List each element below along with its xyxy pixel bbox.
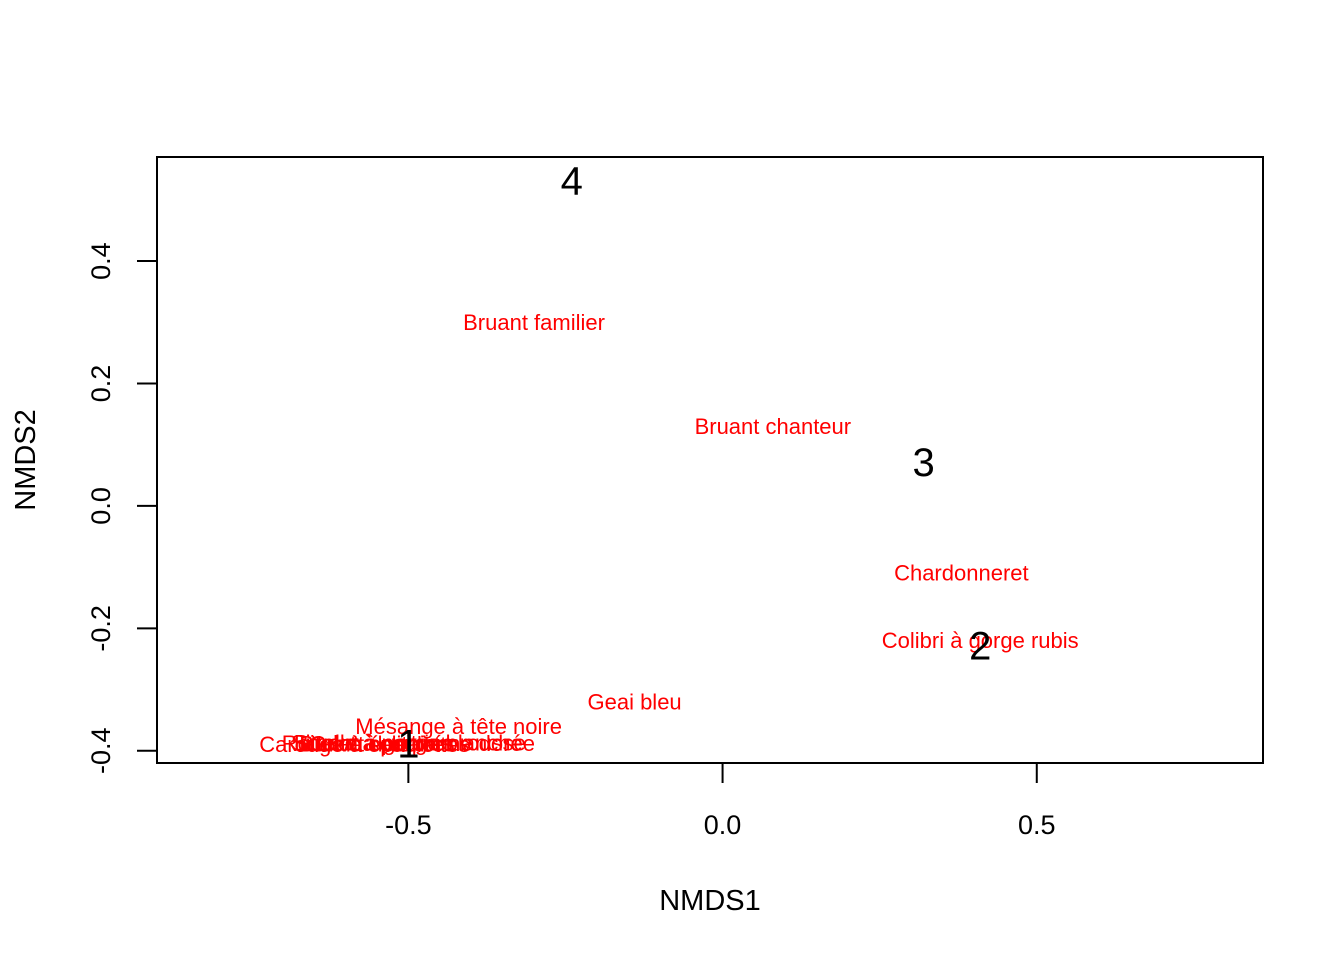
species-point-label: Chardonneret <box>894 561 1029 586</box>
species-point-label: Bruant chanteur <box>695 414 852 439</box>
x-axis-title: NMDS1 <box>659 885 761 917</box>
site-point-label: 4 <box>561 159 583 203</box>
y-tick-label: 0.2 <box>86 365 116 403</box>
y-axis-title: NMDS2 <box>10 409 42 511</box>
plot-box <box>156 156 1264 764</box>
species-point-label: Bruant familier <box>463 310 605 335</box>
x-tick-label: -0.5 <box>385 810 432 840</box>
species-point-label: Sittelle à poitrine rousse <box>291 730 526 755</box>
y-tick-label: 0.0 <box>86 487 116 525</box>
y-axis: -0.4 -0.2 0.0 0.2 0.4 <box>86 242 158 774</box>
site-labels: 1 2 3 4 <box>397 159 991 766</box>
y-tick-label: -0.2 <box>86 605 116 652</box>
species-point-label: Grive solitaire <box>310 732 444 757</box>
species-labels: Bruant familier Bruant chanteur Chardonner… <box>259 310 1078 757</box>
species-point-label: Carouge à épaulettes <box>259 732 469 757</box>
species-point-label: Roitelet à couronne dorée <box>282 731 535 756</box>
species-point-label: Bruant des prés <box>299 732 454 757</box>
x-tick-label: 0.0 <box>704 810 742 840</box>
x-axis: -0.5 0.0 0.5 <box>385 762 1056 840</box>
y-tick-label: 0.4 <box>86 242 116 280</box>
species-point-label: Geai bleu <box>587 689 681 714</box>
y-tick-label: -0.4 <box>86 727 116 774</box>
site-point-label: 3 <box>913 441 935 485</box>
x-tick-label: 0.5 <box>1018 810 1056 840</box>
species-point-label: Mésange à tête noire <box>355 714 562 739</box>
species-point-label: Bruant à gorge blanche <box>294 730 523 755</box>
site-point-label: 1 <box>397 723 419 767</box>
site-point-label: 2 <box>969 625 991 669</box>
species-point-label: Colibri à gorge rubis <box>882 628 1079 653</box>
